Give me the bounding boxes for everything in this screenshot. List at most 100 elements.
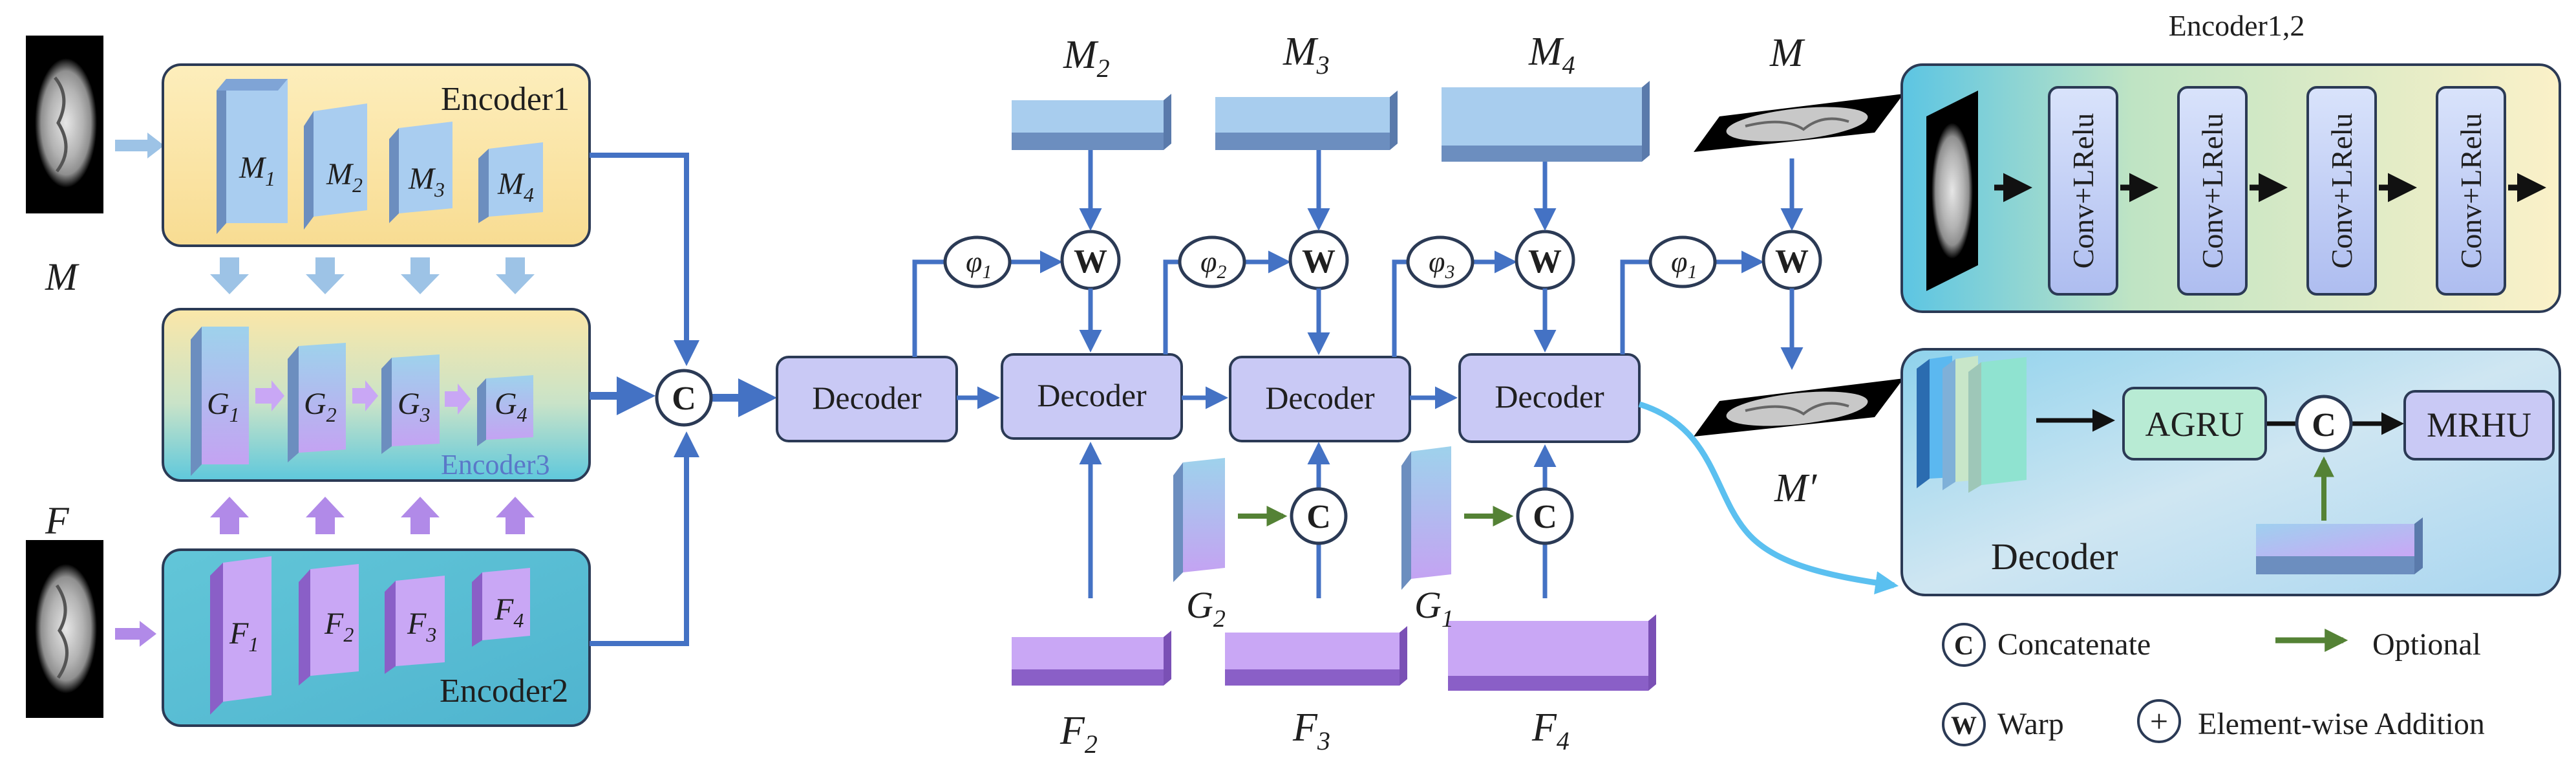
svg-text:φ1: φ1 — [966, 245, 992, 283]
decoder-detail-stack — [1917, 356, 2027, 493]
top-vertical-arrows — [1079, 150, 1804, 370]
label-g1: G1 — [1414, 584, 1454, 633]
enc2-label-2: F2 — [324, 607, 354, 646]
encoder1-feature-m4 — [478, 142, 543, 223]
label-moving: M — [45, 255, 80, 298]
moving-image — [26, 36, 103, 213]
svg-text:W: W — [1074, 243, 1107, 280]
encoder3-title: Encoder3 — [441, 449, 550, 481]
conv-lrelu-block-3: Conv+LRelu — [2306, 86, 2377, 296]
decoder-detail-arrows — [2036, 409, 2404, 435]
bottom-slab-f4 — [1448, 614, 1656, 691]
encoder3-feature-g3 — [381, 354, 440, 454]
enc3-label-3: G3 — [398, 387, 431, 426]
decoder-detail-concat: C — [2295, 395, 2353, 453]
enc2-label-3: F3 — [407, 607, 436, 646]
svg-text:φ2: φ2 — [1200, 245, 1226, 283]
conv-lrelu-label-1: Conv+LRelu — [2067, 113, 2100, 269]
encoder3-inner-arrows — [255, 380, 471, 415]
conv-lrelu-label-3: Conv+LRelu — [2325, 113, 2358, 269]
legend-concatenate: Concatenate — [1997, 627, 2151, 662]
label-m2: M2 — [1063, 33, 1110, 83]
phi-node-2: φ2 — [1178, 235, 1246, 288]
svg-text:W: W — [1951, 711, 1977, 740]
decoder-2-label: Decoder — [1037, 377, 1147, 413]
svg-text:C: C — [1954, 631, 1974, 661]
label-m-prime: M′ — [1774, 466, 1818, 510]
encoder2-title: Encoder2 — [440, 673, 568, 709]
legend-optional: Optional — [2372, 627, 2481, 662]
conv-lrelu-label-4: Conv+LRelu — [2454, 113, 2487, 269]
bottom-vertical-arrows — [1079, 442, 1557, 598]
decoder-detail-title: Decoder — [1991, 536, 2118, 578]
phi-flow-lines — [912, 250, 1764, 357]
label-fixed: F — [45, 499, 70, 542]
g1-feature — [1401, 446, 1451, 590]
top-slab-m4 — [1442, 81, 1650, 162]
enc1-label-4: M4 — [497, 167, 534, 206]
conv-lrelu-block-1: Conv+LRelu — [2048, 86, 2118, 296]
bottom-slab-f2 — [1012, 631, 1171, 686]
top-slab-m3 — [1215, 91, 1398, 150]
svg-text:C: C — [2312, 407, 2336, 444]
encoder1-feature-m2 — [304, 103, 367, 230]
detail-link-curve — [1638, 401, 1899, 594]
encoder1-title: Encoder1 — [441, 81, 569, 118]
svg-text:W: W — [1775, 243, 1809, 280]
top-slab-m2 — [1012, 94, 1171, 150]
decoder-3-label: Decoder — [1265, 380, 1375, 416]
conv-lrelu-block-4: Conv+LRelu — [2436, 86, 2506, 296]
encoder-detail-title: Encoder1,2 — [2169, 9, 2305, 42]
encoder3-feature-g1 — [191, 327, 249, 476]
svg-text:φ1: φ1 — [1671, 245, 1697, 283]
encoder2-feature-f3 — [385, 576, 445, 674]
m-top-image — [1694, 94, 1904, 152]
label-f4: F4 — [1531, 706, 1570, 755]
svg-text:φ3: φ3 — [1429, 245, 1454, 283]
conv-blocks: Conv+LRelu Conv+LRelu Conv+LRelu Conv+LRelu — [2048, 86, 2506, 296]
label-f2: F2 — [1059, 709, 1098, 759]
svg-text:+: + — [2150, 703, 2168, 739]
label-m4: M4 — [1528, 30, 1575, 80]
conv-lrelu-label-2: Conv+LRelu — [2196, 113, 2229, 269]
encoder-detail-brain — [1926, 91, 1978, 291]
legend-concat-icon: C — [1942, 623, 1986, 667]
m-prime-image — [1694, 378, 1904, 437]
svg-text:C: C — [1306, 499, 1331, 536]
concat-node-main: C — [655, 369, 713, 427]
enc1-label-3: M3 — [408, 162, 445, 201]
phi-node-3: φ3 — [1406, 235, 1474, 288]
encoder3-feature-g2 — [288, 343, 346, 462]
enc2-label-4: F4 — [494, 592, 524, 632]
enc3-label-2: G2 — [304, 387, 337, 426]
warp-node-4: W — [1762, 230, 1822, 290]
mrhu-label: MRHU — [2427, 406, 2531, 444]
g2-feature — [1173, 458, 1225, 582]
bottom-slab-f3 — [1225, 626, 1407, 686]
enc1-to-enc3-arrows — [210, 257, 535, 294]
encoder3-feature-g4 — [477, 375, 533, 446]
warp-node-1: W — [1060, 230, 1121, 290]
phi-node-1: φ1 — [943, 235, 1012, 288]
label-m3: M3 — [1283, 30, 1330, 80]
fixed-image — [26, 540, 103, 718]
enc1-label-1: M1 — [239, 151, 275, 190]
legend-addition: Element-wise Addition — [2198, 707, 2485, 741]
encoder2-feature-f1 — [210, 556, 271, 715]
legend-plus-icon: + — [2137, 699, 2181, 743]
label-f3: F3 — [1292, 706, 1330, 755]
encoder-connections — [590, 153, 777, 646]
agru-label: AGRU — [2145, 405, 2244, 444]
svg-text:C: C — [672, 380, 696, 417]
concat-node-3: C — [1516, 487, 1574, 545]
decoder-4-label: Decoder — [1495, 378, 1604, 415]
encoder2-feature-f4 — [472, 568, 530, 647]
warp-node-2: W — [1288, 230, 1349, 290]
enc2-to-enc3-arrows — [210, 497, 535, 534]
encoder1-feature-m1 — [217, 79, 288, 234]
warp-node-3: W — [1515, 230, 1575, 290]
legend: C Concatenate Optional W Warp + Element-… — [1942, 623, 2485, 746]
legend-warp-icon: W — [1942, 702, 1986, 746]
svg-text:W: W — [1528, 243, 1562, 280]
